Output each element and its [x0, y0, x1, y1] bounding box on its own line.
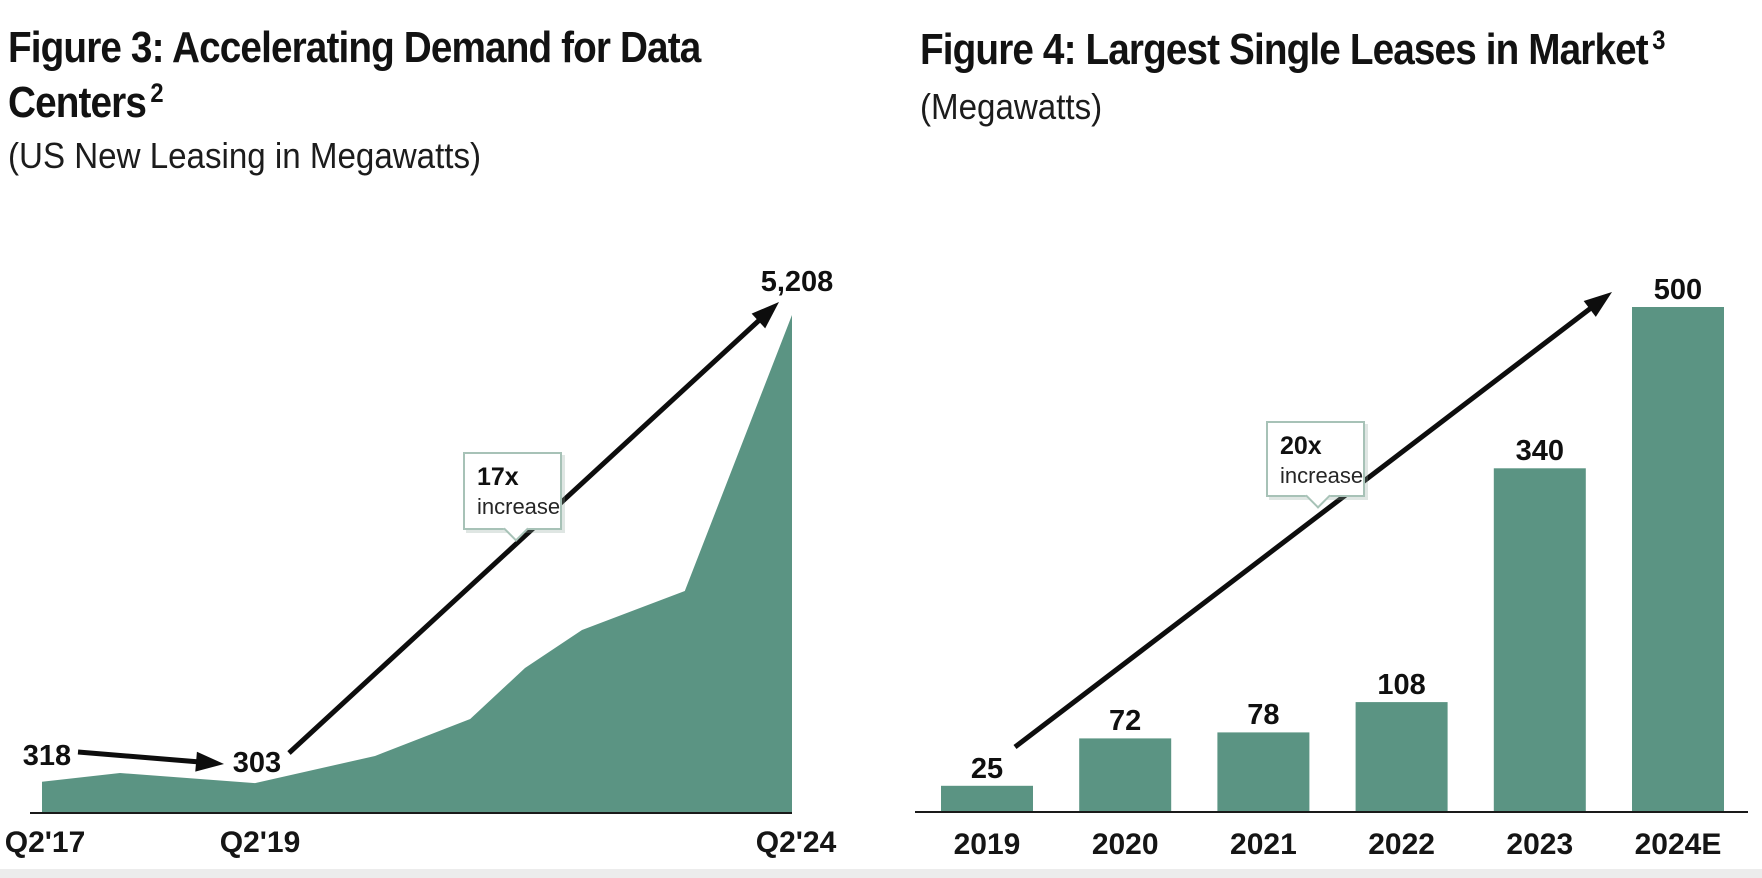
fig3-value-start: 318 [22, 740, 72, 772]
fig3-tick-q219: Q2'19 [219, 826, 301, 859]
fig3-value-mid: 303 [232, 747, 282, 779]
figure4-subtitle: (Megawatts) [920, 86, 1103, 127]
fig4-bar-2022 [1355, 702, 1448, 811]
fig4-tick-2020: 2020 [1091, 828, 1159, 861]
fig4-value-2019: 25 [970, 752, 1004, 785]
figure3-title: Figure 3: Accelerating Demand for Data C… [8, 20, 701, 136]
fig4-arrow-20x-increase-line [1013, 304, 1595, 749]
fig4-value-2021: 78 [1247, 699, 1280, 732]
fig4-value-2022: 108 [1377, 669, 1426, 702]
fig4-tick-2023: 2023 [1506, 828, 1574, 861]
fig4-bar-2020 [1079, 738, 1172, 811]
fig3-tick-q217: Q2'17 [4, 826, 86, 859]
fig4-callout-20x: 20x increase [1266, 421, 1365, 509]
fig4-tick-2021: 2021 [1230, 828, 1297, 861]
fig4-tick-2024E: 2024E [1634, 828, 1722, 861]
fig3-area-shape [42, 315, 792, 812]
fig4-tick-2022: 2022 [1368, 828, 1435, 861]
fig3-callout-17x: 17x increase [463, 452, 562, 542]
figure3-footnote-marker: 2 [150, 78, 163, 108]
fig4-bar-2023 [1493, 468, 1586, 811]
bottom-page-divider [0, 869, 1762, 878]
fig3-tick-q224: Q2'24 [755, 826, 837, 859]
fig4-value-2024E: 500 [1653, 274, 1703, 306]
fig4-bar-2024E [1632, 307, 1724, 811]
figure4-title: Figure 4: Largest Single Leases in Marke… [920, 22, 1665, 83]
fig3-callout-sub: increase [477, 494, 561, 519]
fig4-tick-2019: 2019 [953, 828, 1021, 861]
fig4-value-2020: 72 [1109, 705, 1142, 738]
fig3-arrow-318-to-303-line [77, 749, 201, 765]
fig3-value-end: 5,208 [760, 266, 834, 298]
fig4-arrow-20x-increase-head [1583, 292, 1612, 317]
fig4-callout-main: 20x [1280, 432, 1322, 460]
figure4-title-line: Figure 4: Largest Single Leases in Marke… [920, 25, 1665, 74]
fig4-callout-sub: increase [1280, 463, 1364, 488]
fig3-arrow-318-to-303-head [195, 751, 224, 772]
fig4-bar-2021 [1217, 732, 1310, 811]
figure4-footnote-marker: 3 [1652, 25, 1665, 55]
fig3-arrow-17x-increase-line [287, 316, 764, 755]
fig4-value-2023: 340 [1515, 435, 1564, 468]
figure3-title-line2: Centers 2 [8, 78, 164, 127]
fig3-arrow-17x-increase-head [751, 302, 779, 329]
fig4-bar-2019 [941, 785, 1033, 811]
figure3-title-line1: Figure 3: Accelerating Demand for Data [8, 23, 701, 72]
fig3-callout-main: 17x [477, 463, 519, 491]
figure3-subtitle: (US New Leasing in Megawatts) [8, 135, 482, 176]
